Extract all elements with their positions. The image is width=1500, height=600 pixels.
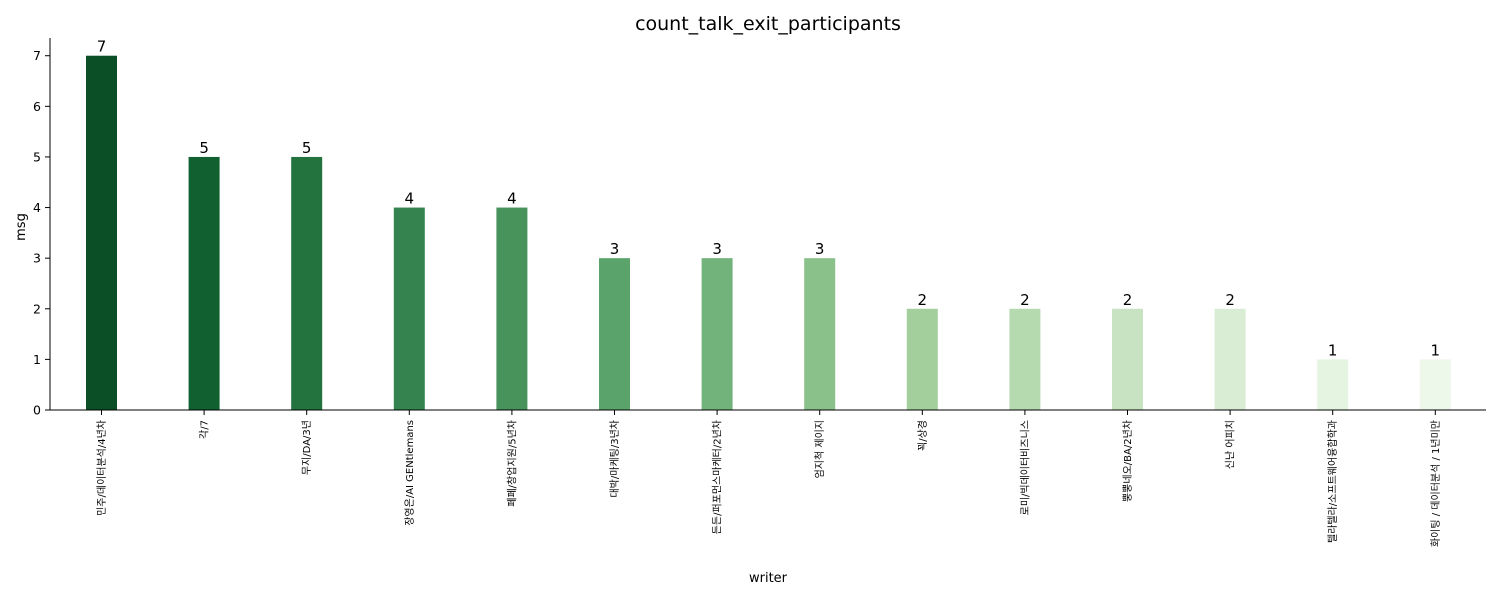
bar-value-label: 4 — [405, 190, 415, 208]
bar — [701, 258, 733, 410]
x-tick-label: 꾁/상경 — [916, 420, 929, 451]
bars — [86, 55, 1451, 410]
bar — [906, 308, 938, 410]
bar-value-label: 3 — [712, 240, 722, 258]
bar-value-label: 2 — [1020, 291, 1030, 309]
bar-value-label: 1 — [1328, 341, 1338, 359]
y-tick-label: 7 — [33, 48, 41, 63]
bar-value-label: 3 — [610, 240, 620, 258]
x-tick-label: 무지/DA/3년 — [301, 420, 313, 475]
x-tick-label: 민주/데이터분석/4년차 — [96, 420, 108, 516]
chart-title: count_talk_exit_participants — [635, 13, 901, 35]
bar — [1317, 359, 1349, 410]
bar-value-label: 4 — [507, 190, 517, 208]
bar — [86, 55, 117, 410]
y-tick-label: 5 — [33, 149, 41, 164]
bar — [1009, 308, 1041, 410]
x-tick-label: 화이팅 / 데이터분석 / 1년미만 — [1430, 420, 1442, 547]
bar-value-label: 2 — [918, 291, 928, 309]
bar — [1112, 308, 1143, 410]
x-tick-label: 든든/퍼포먼스마케터/2년차 — [712, 420, 724, 534]
bar — [804, 258, 836, 410]
x-tick-label: 페페/창업지원/5년차 — [505, 420, 518, 507]
bar — [1419, 359, 1451, 410]
y-tick-label: 6 — [33, 99, 41, 114]
x-tick-label: 엄지척 제이지 — [814, 420, 826, 478]
x-tick-label: 각/7 — [199, 420, 211, 439]
bar — [599, 258, 630, 410]
bar-value-label: 2 — [1123, 291, 1133, 309]
y-tick-label: 0 — [33, 403, 41, 418]
y-axis-ticks: 0 1 2 3 4 5 6 7 — [33, 48, 50, 418]
bar-value-label: 5 — [199, 139, 209, 157]
bar — [393, 207, 425, 410]
bar-value-label: 1 — [1431, 341, 1441, 359]
x-axis-label: writer — [749, 571, 788, 586]
x-tick-label: 로미/빅데이터비즈니스 — [1019, 420, 1031, 515]
bar — [1214, 308, 1246, 410]
x-axis-ticks: 민주/데이터분석/4년차 각/7 무지/DA/3년 장영은/AI GENtlemans… — [96, 410, 1442, 547]
y-axis-label: msg — [14, 213, 29, 241]
bar — [291, 156, 323, 410]
y-tick-label: 4 — [33, 200, 41, 215]
y-tick-label: 2 — [33, 301, 41, 316]
bar-value-label: 5 — [302, 139, 312, 157]
bar-value-label: 7 — [97, 38, 107, 56]
x-tick-label: 신난 어피치 — [1225, 420, 1237, 469]
x-tick-label: 대박/마케팅/3년차 — [609, 420, 621, 498]
y-tick-label: 3 — [33, 251, 41, 266]
bar — [188, 156, 220, 410]
data-labels: 7 5 5 4 4 3 3 3 2 2 2 2 1 1 — [97, 38, 1440, 360]
y-tick-label: 1 — [33, 352, 41, 367]
x-tick-label: 뿡뿡네오/BA/2년차 — [1122, 420, 1134, 502]
bar — [496, 207, 528, 410]
x-tick-label: 텔라텔라/소프트웨어융합학과 — [1327, 420, 1339, 543]
bar-value-label: 2 — [1225, 291, 1235, 309]
x-tick-label: 장영은/AI GENtlemans — [404, 420, 416, 526]
bar-value-label: 3 — [815, 240, 825, 258]
